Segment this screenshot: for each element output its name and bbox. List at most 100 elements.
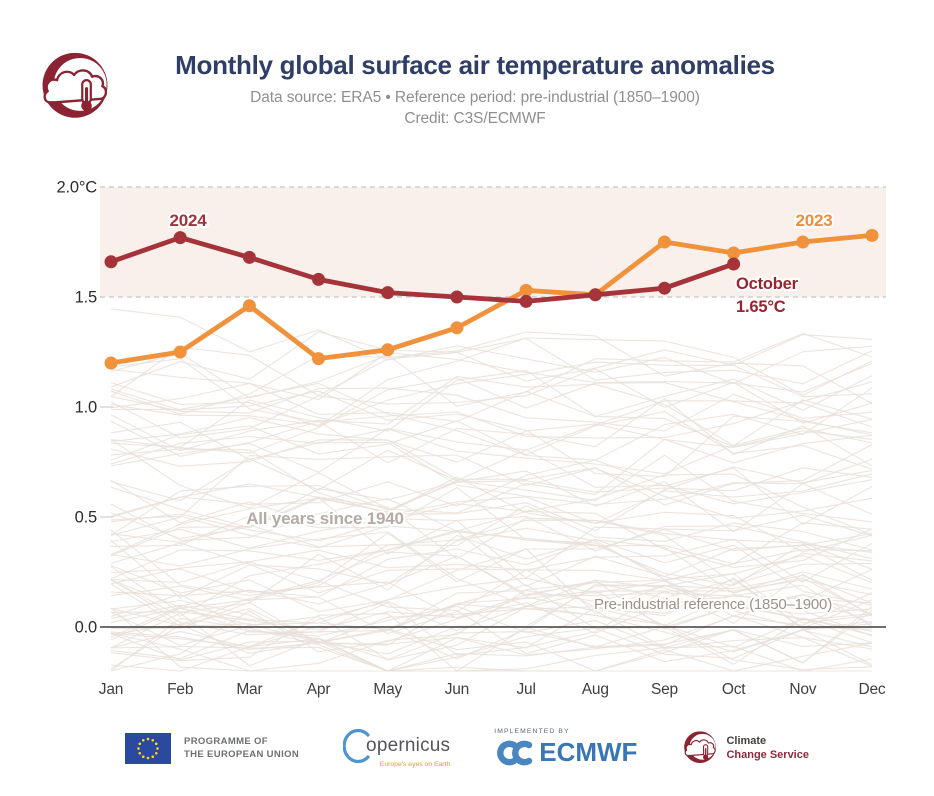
label-2024: 2024	[169, 211, 207, 230]
year-line	[110, 568, 873, 634]
label-2023: 2023	[795, 211, 832, 230]
month-label-Mar: Mar	[236, 681, 262, 698]
year-line	[110, 470, 873, 540]
year-line	[110, 532, 873, 624]
series-2024-point	[173, 231, 187, 245]
series-2024-point	[588, 288, 602, 302]
page-title: Monthly global surface air temperature a…	[175, 50, 775, 80]
y-axis-label-1.0: 1.0	[75, 399, 97, 417]
year-line	[110, 573, 873, 656]
eu-star	[141, 738, 145, 742]
year-line	[110, 375, 873, 452]
year-line	[110, 331, 873, 388]
year-line	[110, 400, 873, 473]
year-line	[110, 562, 873, 646]
year-line	[110, 417, 873, 463]
year-line	[110, 382, 873, 461]
year-line	[110, 600, 873, 672]
climate-change-service-text: Climate Change Service	[726, 734, 809, 762]
year-line	[110, 579, 873, 672]
eu-flag-icon	[125, 732, 172, 764]
series-2024-point	[450, 290, 464, 304]
month-label-Sep: Sep	[651, 681, 678, 698]
background-years-lines	[110, 308, 873, 672]
year-line	[110, 519, 873, 597]
series-2023-point	[104, 356, 118, 370]
eu-star	[154, 751, 158, 755]
series-2023-point	[796, 235, 810, 249]
year-line	[110, 368, 873, 423]
subtitle-source: Data source: ERA5 • Reference period: pr…	[250, 89, 700, 106]
year-line	[110, 454, 873, 536]
month-label-Oct: Oct	[722, 681, 746, 698]
year-line	[110, 534, 873, 614]
year-line	[110, 514, 873, 579]
year-line	[110, 592, 873, 672]
y-axis-label-2.0°C: 2.0°C	[57, 179, 98, 197]
ecmwf-mark-icon	[497, 740, 533, 765]
year-line	[110, 531, 873, 611]
month-label-Dec: Dec	[859, 681, 886, 698]
year-line	[110, 476, 873, 553]
year-line	[110, 361, 873, 426]
preindustrial-label: Pre-industrial reference (1850–1900)	[594, 596, 832, 613]
series-2024-point	[242, 250, 256, 264]
year-line	[110, 358, 873, 439]
eu-programme-line1: PROGRAMME OF	[184, 736, 268, 747]
year-line	[110, 614, 873, 672]
month-label-Jul: Jul	[516, 681, 535, 698]
year-line	[110, 549, 873, 585]
eu-star	[146, 756, 150, 759]
y-axis-label-0.0: 0.0	[75, 619, 97, 637]
eu-star	[138, 741, 142, 745]
month-label-Feb: Feb	[167, 681, 193, 698]
year-line	[110, 439, 873, 506]
series-2023-point	[173, 345, 187, 359]
series-2023-line	[108, 232, 875, 366]
eu-star	[151, 754, 155, 758]
year-line	[110, 596, 873, 672]
band-1p5-2p0	[100, 187, 886, 297]
year-line	[110, 574, 873, 660]
year-line	[110, 434, 873, 514]
year-line	[110, 369, 873, 448]
chart-header: Monthly global surface air temperature a…	[70, 52, 880, 129]
y-axis-label-1.5: 1.5	[75, 289, 97, 307]
series-2024-point	[727, 257, 741, 271]
year-line	[110, 605, 873, 660]
series-2023-point	[519, 283, 533, 297]
subtitle-credit: Credit: C3S/ECMWF	[404, 110, 546, 127]
eu-star	[141, 754, 145, 758]
year-line	[110, 334, 873, 398]
series-2024-line	[108, 235, 736, 304]
eu-star	[137, 746, 140, 750]
year-line	[110, 427, 873, 475]
year-line	[110, 352, 873, 409]
eu-programme-logo: PROGRAMME OF THE EUROPEAN UNION	[125, 732, 300, 764]
year-line	[110, 496, 873, 584]
series-2023-point	[381, 343, 395, 357]
year-line	[110, 555, 873, 638]
series-2023-point	[865, 228, 879, 242]
october-annotation-line2: 1.65°C	[736, 298, 786, 316]
year-line	[110, 539, 873, 598]
climate-change-service-icon	[683, 730, 718, 764]
october-annotation-line1: October	[736, 275, 799, 293]
year-line	[110, 473, 873, 526]
ecmwf-name: ECMWF	[539, 737, 638, 767]
series-2023-point	[658, 235, 671, 249]
year-line	[110, 308, 873, 385]
copernicus-name: opernicus	[366, 734, 451, 756]
year-line	[110, 398, 873, 467]
year-line	[110, 454, 873, 529]
year-line	[110, 551, 873, 630]
eu-star	[151, 738, 155, 742]
year-line	[110, 486, 873, 565]
eu-programme-line2: THE EUROPEAN UNION	[184, 749, 300, 760]
copernicus-swoosh-icon	[343, 728, 370, 763]
year-line	[110, 577, 873, 626]
year-line	[110, 411, 873, 470]
